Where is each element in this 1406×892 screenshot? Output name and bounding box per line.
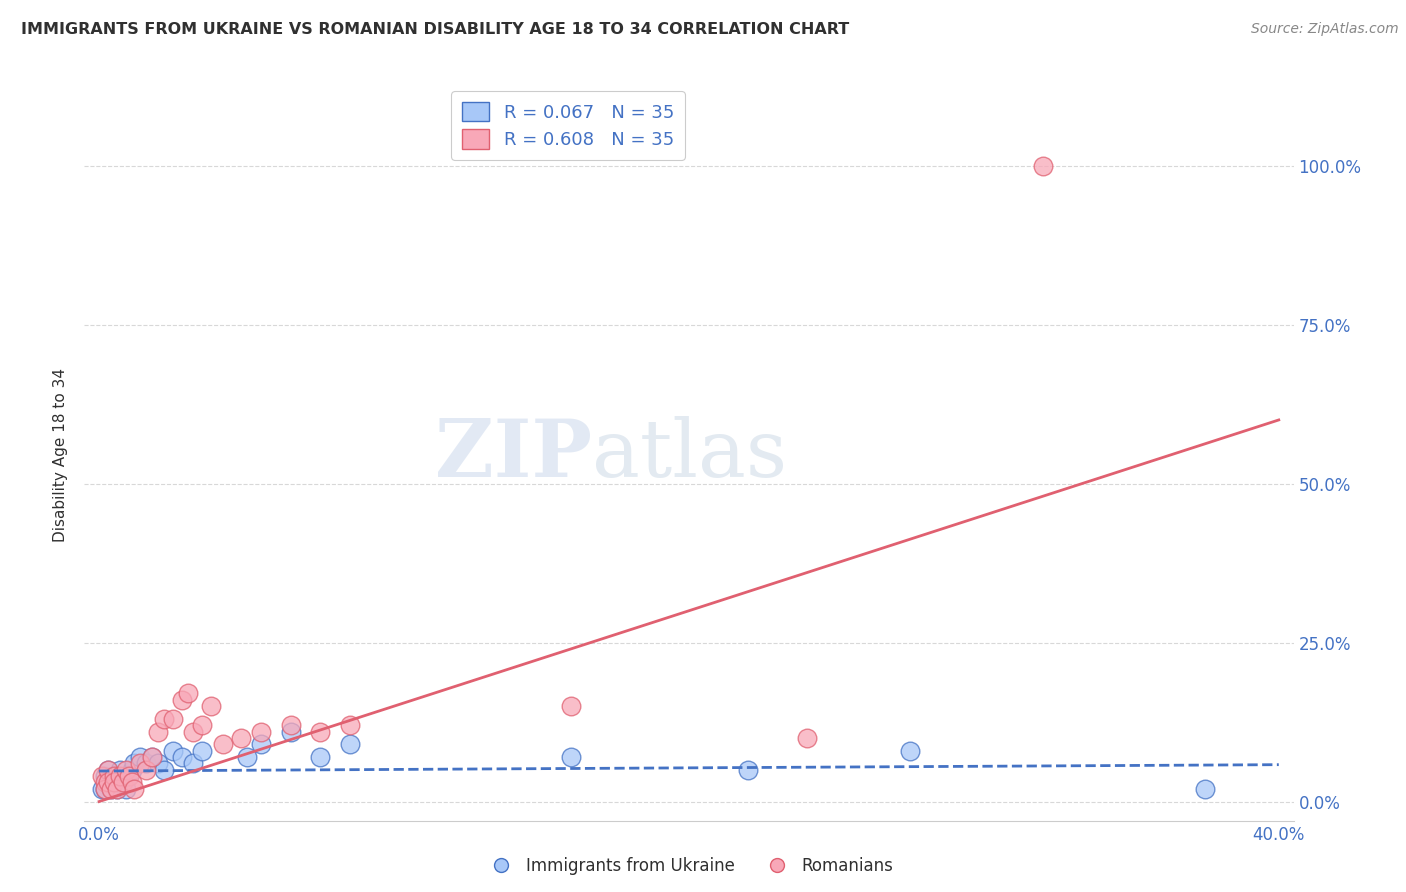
Point bbox=[91, 769, 114, 783]
Point bbox=[280, 718, 302, 732]
Point bbox=[170, 693, 193, 707]
Point bbox=[97, 763, 120, 777]
Point bbox=[898, 744, 921, 758]
Point bbox=[141, 750, 163, 764]
Text: atlas: atlas bbox=[592, 416, 787, 494]
Point bbox=[97, 763, 120, 777]
Point bbox=[183, 756, 205, 771]
Point bbox=[176, 686, 198, 700]
Point bbox=[124, 781, 146, 796]
Text: IMMIGRANTS FROM UKRAINE VS ROMANIAN DISABILITY AGE 18 TO 34 CORRELATION CHART: IMMIGRANTS FROM UKRAINE VS ROMANIAN DISA… bbox=[21, 22, 849, 37]
Point bbox=[146, 724, 169, 739]
Point bbox=[153, 712, 176, 726]
Point bbox=[146, 756, 169, 771]
Point bbox=[124, 756, 146, 771]
Point bbox=[94, 781, 117, 796]
Point bbox=[94, 775, 117, 789]
Point bbox=[117, 769, 139, 783]
Point bbox=[560, 699, 582, 714]
Point bbox=[105, 781, 128, 796]
Point bbox=[560, 750, 582, 764]
Point bbox=[229, 731, 252, 745]
Point bbox=[129, 756, 152, 771]
Point bbox=[191, 718, 214, 732]
Text: Source: ZipAtlas.com: Source: ZipAtlas.com bbox=[1251, 22, 1399, 37]
Point bbox=[97, 775, 120, 789]
Point bbox=[183, 724, 205, 739]
Point bbox=[250, 737, 273, 751]
Point bbox=[129, 750, 152, 764]
Point bbox=[100, 781, 122, 796]
Point bbox=[97, 775, 120, 789]
Point bbox=[737, 763, 759, 777]
Point bbox=[108, 763, 131, 777]
Point bbox=[103, 775, 125, 789]
Point bbox=[235, 750, 257, 764]
Point bbox=[309, 750, 332, 764]
Point bbox=[162, 712, 184, 726]
Point bbox=[103, 769, 125, 783]
Point bbox=[796, 731, 818, 745]
Point bbox=[105, 769, 128, 783]
Point bbox=[108, 769, 131, 783]
Point bbox=[191, 744, 214, 758]
Point bbox=[1032, 159, 1054, 173]
Point bbox=[1194, 781, 1216, 796]
Point bbox=[114, 763, 136, 777]
Point bbox=[135, 756, 157, 771]
Point bbox=[100, 781, 122, 796]
Point bbox=[111, 775, 134, 789]
Point bbox=[121, 763, 143, 777]
Point bbox=[135, 763, 157, 777]
Point bbox=[94, 781, 117, 796]
Point bbox=[91, 781, 114, 796]
Point bbox=[141, 750, 163, 764]
Point bbox=[162, 744, 184, 758]
Point bbox=[114, 781, 136, 796]
Point bbox=[153, 763, 176, 777]
Point bbox=[105, 781, 128, 796]
Point bbox=[103, 775, 125, 789]
Point bbox=[250, 724, 273, 739]
Point bbox=[339, 737, 361, 751]
Point bbox=[200, 699, 222, 714]
Y-axis label: Disability Age 18 to 34: Disability Age 18 to 34 bbox=[53, 368, 69, 542]
Text: ZIP: ZIP bbox=[436, 416, 592, 494]
Point bbox=[309, 724, 332, 739]
Point bbox=[280, 724, 302, 739]
Point bbox=[170, 750, 193, 764]
Point bbox=[117, 769, 139, 783]
Point bbox=[100, 775, 122, 789]
Point bbox=[212, 737, 235, 751]
Point bbox=[103, 769, 125, 783]
Point bbox=[94, 769, 117, 783]
Point bbox=[121, 775, 143, 789]
Point bbox=[111, 775, 134, 789]
Legend: Immigrants from Ukraine, Romanians: Immigrants from Ukraine, Romanians bbox=[478, 850, 900, 882]
Point bbox=[339, 718, 361, 732]
